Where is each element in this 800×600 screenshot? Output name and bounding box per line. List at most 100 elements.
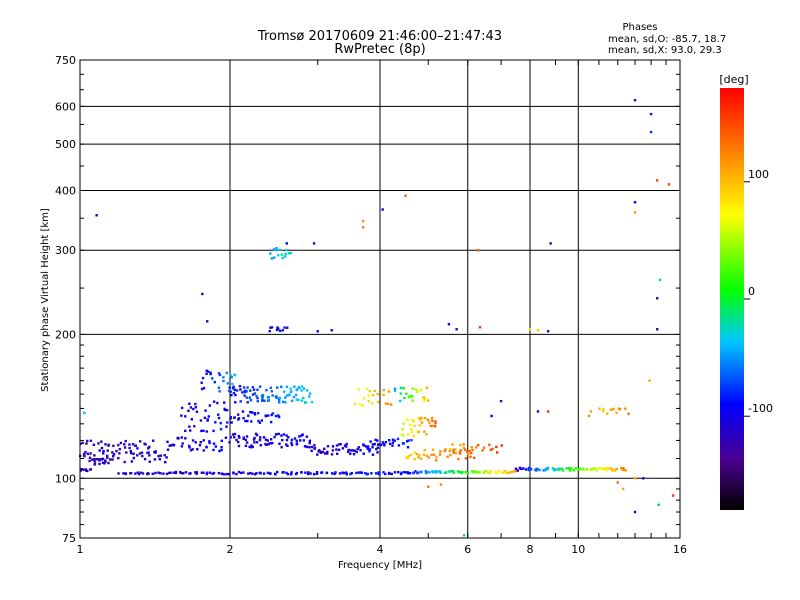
data-point xyxy=(256,396,259,400)
data-point xyxy=(158,457,162,461)
data-point xyxy=(342,471,345,475)
data-point xyxy=(275,328,279,332)
data-point xyxy=(313,446,317,450)
data-point xyxy=(546,330,550,333)
data-point xyxy=(235,472,238,476)
data-point xyxy=(462,446,465,450)
data-point xyxy=(412,420,415,423)
data-point xyxy=(546,466,550,470)
data-point xyxy=(475,470,478,474)
data-point xyxy=(409,453,413,457)
data-point xyxy=(189,406,193,409)
data-point xyxy=(157,454,160,458)
data-point xyxy=(456,470,460,473)
data-point xyxy=(376,392,379,396)
data-point xyxy=(399,386,403,390)
data-point xyxy=(249,410,252,414)
data-point xyxy=(184,415,187,418)
data-point xyxy=(388,442,392,446)
data-point xyxy=(255,433,259,437)
data-point xyxy=(261,399,264,402)
data-point xyxy=(295,388,298,392)
data-point xyxy=(277,401,281,404)
data-point xyxy=(315,470,319,474)
data-point xyxy=(267,395,270,399)
data-point xyxy=(557,467,560,470)
y-axis-label: Stationary phase Virtual Height [km] xyxy=(40,208,51,392)
data-point xyxy=(139,471,142,474)
data-point xyxy=(269,386,273,389)
data-point xyxy=(112,444,115,448)
data-point xyxy=(282,433,286,436)
data-point xyxy=(482,471,486,475)
data-point xyxy=(495,471,499,475)
data-point xyxy=(410,418,414,422)
data-point xyxy=(182,472,185,475)
data-point xyxy=(283,255,287,258)
data-point xyxy=(308,395,311,398)
data-point xyxy=(473,456,476,460)
data-point xyxy=(115,449,118,453)
data-point xyxy=(298,386,301,390)
data-point xyxy=(633,510,637,514)
data-point xyxy=(371,443,375,446)
data-point xyxy=(413,451,417,454)
data-point xyxy=(504,469,507,473)
data-point xyxy=(406,471,410,474)
data-point xyxy=(393,387,397,390)
data-point xyxy=(338,443,341,446)
data-point xyxy=(418,389,422,392)
x-axis-ticks: 1 2 4 6 8 10 16 xyxy=(77,60,687,556)
data-point xyxy=(579,467,582,471)
data-point xyxy=(107,443,110,447)
data-point xyxy=(203,416,207,420)
data-point xyxy=(368,450,371,453)
data-point xyxy=(293,437,297,440)
data-point xyxy=(143,457,147,461)
grid-lines xyxy=(80,60,680,538)
data-point xyxy=(610,469,614,472)
data-point xyxy=(123,460,126,464)
data-point xyxy=(180,445,184,448)
data-point xyxy=(452,471,456,474)
data-point xyxy=(242,436,245,439)
data-point xyxy=(422,453,426,457)
data-point xyxy=(281,438,284,442)
data-point xyxy=(283,326,286,329)
data-point xyxy=(141,472,145,475)
data-point xyxy=(527,466,531,470)
data-point xyxy=(243,394,246,397)
data-point xyxy=(231,433,235,436)
data-point xyxy=(471,448,474,452)
data-point xyxy=(213,380,217,384)
data-point xyxy=(330,329,333,332)
data-point xyxy=(250,420,253,423)
data-point xyxy=(574,466,578,470)
data-point xyxy=(245,390,248,393)
data-point xyxy=(408,471,412,475)
data-point xyxy=(217,413,220,416)
data-point xyxy=(467,452,470,456)
data-point xyxy=(430,416,434,420)
data-point xyxy=(243,389,247,392)
data-point xyxy=(201,376,205,380)
data-point xyxy=(300,385,304,388)
data-point xyxy=(379,443,383,447)
data-point xyxy=(289,252,293,255)
data-point xyxy=(246,386,249,389)
data-point xyxy=(648,379,651,382)
data-point xyxy=(423,430,426,433)
data-point xyxy=(608,467,611,470)
data-point xyxy=(118,447,122,451)
data-point xyxy=(416,390,419,394)
x-tick-label: 10 xyxy=(571,543,585,556)
data-point xyxy=(79,442,82,445)
data-point xyxy=(266,439,269,442)
data-point xyxy=(381,208,384,211)
data-point xyxy=(381,441,384,444)
data-point xyxy=(227,389,231,393)
data-point xyxy=(387,438,391,442)
data-point xyxy=(451,469,455,473)
y-tick-label: 400 xyxy=(55,184,76,197)
data-point xyxy=(463,448,467,451)
